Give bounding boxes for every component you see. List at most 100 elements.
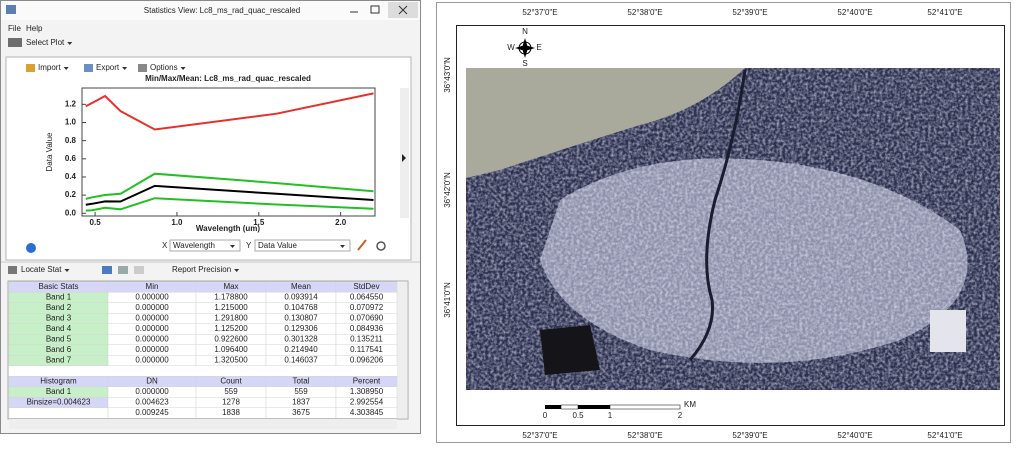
column-header: Count — [220, 377, 242, 386]
table-value: 0.922600 — [214, 335, 248, 344]
table-value: 1.096400 — [214, 345, 248, 354]
screenshot: Statistics View: Lc8_ms_rad_quac_rescale… — [0, 0, 1016, 446]
y-axis-label: Data Value — [45, 132, 54, 172]
scale-label: 1 — [608, 411, 613, 420]
longitude-label: 52°39'0"E — [732, 8, 767, 17]
y-tick-label: 0.2 — [65, 190, 77, 199]
table-value: 1.178800 — [214, 293, 248, 302]
table-scrollbar[interactable] — [397, 282, 407, 418]
table-value: 559 — [294, 387, 308, 396]
satellite-image — [466, 68, 1000, 390]
scale-label: 2 — [678, 411, 683, 420]
compass-letter: N — [522, 27, 528, 36]
table-icon[interactable] — [102, 266, 112, 274]
column-header: Histogram — [40, 377, 77, 386]
column-header: DN — [146, 377, 158, 386]
latitude-label: 36°41'0"N — [443, 282, 452, 318]
table-value: 0.135211 — [350, 335, 383, 344]
menu-item[interactable]: File — [8, 24, 21, 33]
latitude-label: 36°43'0"N — [443, 57, 452, 93]
plot-scrollbar[interactable] — [400, 88, 409, 218]
toolbar-button[interactable]: Locate Stat — [21, 265, 62, 274]
table-value: 1838 — [222, 408, 240, 417]
table-value: 0.146037 — [284, 356, 318, 365]
scale-label: 0 — [543, 411, 548, 420]
locate-icon — [8, 266, 17, 274]
y-tick-label: 1.0 — [65, 118, 77, 127]
table-value: 0.084936 — [350, 324, 384, 333]
row-header: Band 7 — [46, 356, 72, 365]
x-tick-label: 2.0 — [335, 218, 347, 227]
select-plot-icon — [8, 38, 22, 47]
table-value: 0.064550 — [350, 293, 384, 302]
bright-area — [930, 310, 966, 352]
toolbar-button[interactable]: Select Plot — [26, 38, 65, 47]
column-header: Min — [146, 282, 159, 291]
help-icon[interactable] — [26, 243, 36, 253]
x-tick-label: 1.0 — [171, 218, 183, 227]
compass-letter: E — [536, 43, 541, 52]
table-value: 0.000000 — [135, 303, 169, 312]
scale-segment — [578, 405, 610, 409]
page: Statistics View: Lc8_ms_rad_quac_rescale… — [0, 0, 1016, 446]
scale-label: 0.5 — [572, 411, 584, 420]
row-header: Band 4 — [46, 324, 72, 333]
window-title: Statistics View: Lc8_ms_rad_quac_rescale… — [144, 6, 300, 15]
row-header: Band 6 — [46, 345, 72, 354]
x-tick-label: 1.5 — [253, 218, 265, 227]
y-select-value[interactable]: Data Value — [258, 241, 298, 250]
table-value: 1.308950 — [350, 387, 384, 396]
toolbar-icon — [26, 64, 35, 72]
y-tick-label: 0.4 — [65, 172, 77, 181]
table-value: 0.117541 — [350, 345, 383, 354]
axis-control-label: Y — [246, 241, 252, 250]
toolbar-button[interactable]: Options — [150, 63, 178, 72]
menu-item[interactable]: Help — [26, 24, 43, 33]
table-icon[interactable] — [118, 266, 128, 274]
table-value: 0.070690 — [350, 314, 384, 323]
column-header: StdDev — [353, 282, 379, 291]
scale-segment — [610, 405, 680, 409]
table-cell — [9, 408, 108, 419]
chart-title: Min/Max/Mean: Lc8_ms_rad_quac_rescaled — [145, 74, 311, 83]
column-header: Mean — [291, 282, 311, 291]
table-value: 0.214940 — [284, 345, 318, 354]
row-header: Binsize=0.004623 — [27, 398, 91, 407]
table-value: 0.000000 — [135, 335, 169, 344]
longitude-label: 52°37'0"E — [522, 431, 557, 440]
table-value: 0.130807 — [284, 314, 318, 323]
column-header: Total — [293, 377, 310, 386]
table-value: 2.992554 — [350, 398, 384, 407]
row-header: Band 1 — [46, 387, 72, 396]
x-select-value[interactable]: Wavelength — [173, 241, 215, 250]
toolbar-button[interactable]: Export — [96, 63, 120, 72]
table-icon[interactable] — [134, 266, 144, 274]
table-value: 0.000000 — [135, 345, 169, 354]
table-value: 0.000000 — [135, 387, 169, 396]
latitude-label: 36°42'0"N — [443, 172, 452, 208]
axis-control-label: X — [162, 241, 168, 250]
table-value: 1.320500 — [214, 356, 248, 365]
y-tick-label: 0.0 — [65, 208, 77, 217]
scale-bar — [545, 405, 680, 409]
row-header: Band 5 — [46, 335, 72, 344]
table-value: 0.301328 — [284, 335, 318, 344]
dark-field — [540, 325, 600, 375]
table-value: 1.291800 — [214, 314, 248, 323]
compass-letter: W — [507, 43, 515, 52]
table-value: 0.000000 — [135, 324, 169, 333]
table-value: 1837 — [292, 398, 310, 407]
column-header: Basic Stats — [38, 282, 78, 291]
longitude-label: 52°41'0"E — [927, 8, 962, 17]
scale-unit: KM — [684, 400, 696, 409]
table-hscrollbar[interactable] — [9, 419, 397, 429]
toolbar-button[interactable]: Report Precision — [172, 265, 231, 274]
table-value: 1.215000 — [214, 303, 248, 312]
longitude-label: 52°41'0"E — [927, 431, 962, 440]
table-value: 0.009245 — [135, 408, 169, 417]
app-icon — [6, 5, 16, 14]
table-value: 0.000000 — [135, 314, 169, 323]
toolbar-button[interactable]: Import — [38, 63, 61, 72]
longitude-label: 52°40'0"E — [837, 8, 872, 17]
table-value: 0.000000 — [135, 293, 169, 302]
